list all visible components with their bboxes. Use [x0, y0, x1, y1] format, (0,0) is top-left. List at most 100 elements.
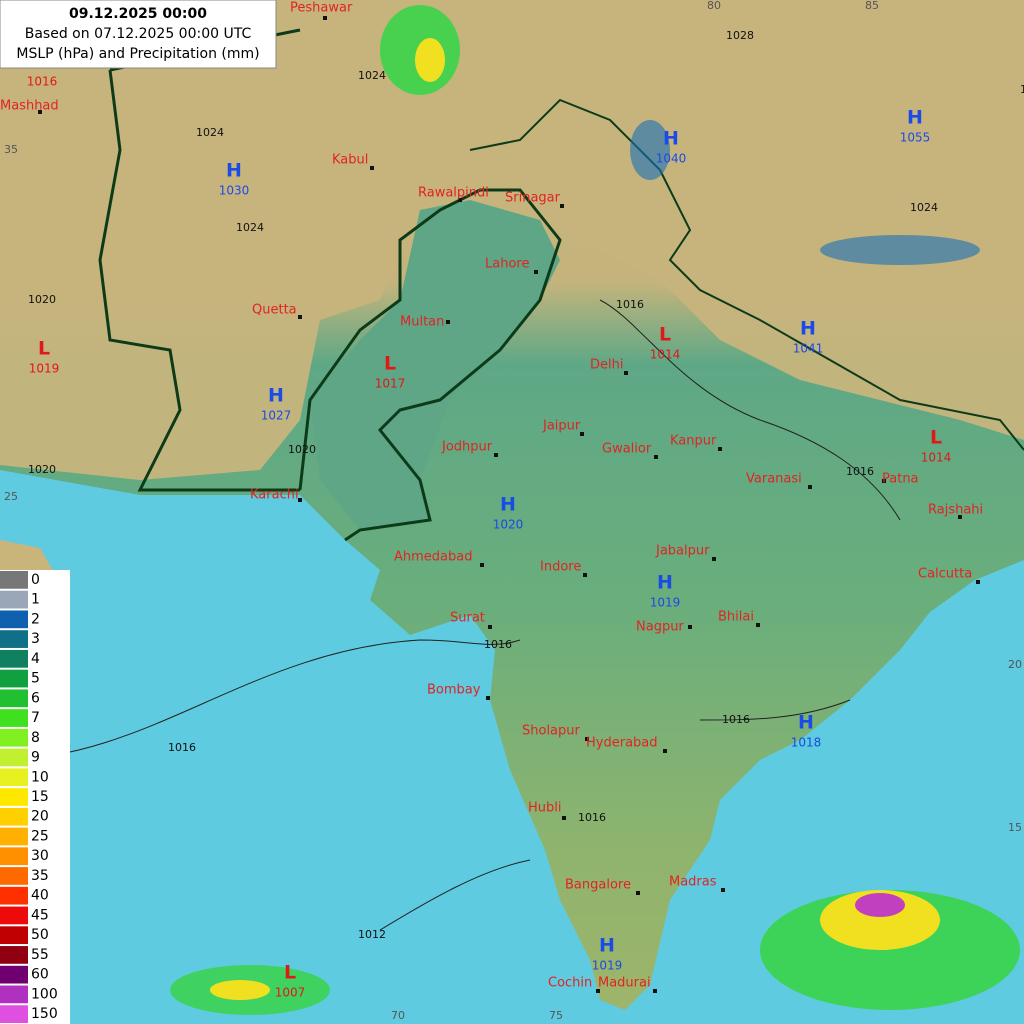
city-label: Sholapur: [522, 724, 581, 739]
city-dot: [560, 204, 564, 208]
isobar-label: 1024: [196, 126, 224, 139]
isobar-label: 1016: [722, 713, 750, 726]
legend-label: 30: [31, 848, 49, 864]
legend-label: 10: [31, 769, 49, 785]
pressure-symbol: L: [384, 353, 396, 375]
city-dot: [494, 453, 498, 457]
city-dot: [653, 989, 657, 993]
pressure-value: 1041: [793, 342, 824, 356]
city-label: Nagpur: [636, 620, 684, 635]
valid-time: 09.12.2025 00:00: [69, 6, 207, 22]
city-dot: [882, 479, 886, 483]
legend-swatch: [0, 709, 28, 727]
pressure-symbol: L: [659, 324, 671, 346]
legend-swatch: [0, 847, 28, 866]
city-dot: [636, 891, 640, 895]
pressure-symbol: H: [599, 935, 615, 957]
isobar-label: 1012: [358, 928, 386, 941]
pressure-value: 1017: [375, 377, 406, 391]
legend-swatch: [0, 571, 28, 589]
legend-label: 9: [31, 750, 40, 766]
pressure-value: 1014: [921, 451, 952, 465]
legend-swatch: [0, 728, 28, 747]
city-label: Bombay: [427, 683, 481, 698]
city-label: Delhi: [590, 358, 623, 373]
legend-swatch: [0, 867, 28, 885]
pressure-value: 1019: [650, 596, 681, 610]
isobar-label: 1020: [288, 443, 316, 456]
city-label: Karachi: [250, 488, 299, 503]
pressure-value: 1027: [261, 409, 292, 423]
isobar-label: 1028: [1020, 83, 1024, 96]
pressure-value: 1055: [900, 131, 931, 145]
legend-label: 15: [31, 789, 49, 805]
city-label: Srinagar: [505, 191, 561, 206]
header-box: [0, 0, 277, 69]
legend-label: 0: [31, 572, 40, 588]
city-label: Gwalior: [602, 442, 652, 457]
isobar-label: 1024: [910, 201, 938, 214]
city-dot: [712, 557, 716, 561]
border: [469, 98, 1024, 451]
pressure-value: 1007: [275, 986, 306, 1000]
legend-label: 150: [31, 1006, 58, 1022]
latitude-label: 20: [1008, 658, 1022, 671]
city-label: Jodhpur: [441, 440, 493, 455]
city-dot: [596, 989, 600, 993]
city-dot: [958, 515, 962, 519]
legend-swatch: [0, 926, 28, 945]
latitude-label: 15: [1008, 821, 1022, 834]
city-label: Jabalpur: [655, 544, 710, 559]
isobar-label: 1016: [578, 811, 606, 824]
isobar-label: 1020: [28, 463, 56, 476]
legend-label: 3: [31, 631, 40, 647]
legend-swatch: [0, 669, 28, 688]
legend-swatch: [0, 906, 28, 925]
legend-swatch: [0, 807, 28, 826]
legend-swatch: [0, 1005, 28, 1023]
isobar-label: 1016: [484, 638, 512, 651]
city-label: Cochin: [548, 976, 592, 991]
longitude-label: 75: [549, 1009, 563, 1022]
city-dot: [488, 625, 492, 629]
city-dot: [486, 696, 490, 700]
legend-swatch: [0, 946, 28, 964]
city-dot: [580, 432, 584, 436]
legend-swatch: [0, 788, 28, 806]
city-dot: [458, 198, 462, 202]
city-dot: [562, 816, 566, 820]
isobar-label: 1024: [358, 69, 386, 82]
legend-label: 8: [31, 730, 40, 746]
legend-label: 6: [31, 690, 40, 706]
pressure-symbol: H: [226, 160, 242, 182]
legend-label: 7: [31, 710, 40, 726]
city-dot: [583, 573, 587, 577]
legend-label: 1: [31, 592, 40, 608]
city-label: Calcutta: [918, 567, 972, 582]
city-label: Bangalore: [565, 878, 631, 893]
city-dot: [323, 16, 327, 20]
indus-plain: [310, 200, 560, 530]
city-label: Indore: [540, 560, 581, 575]
city-label: Rawalpindi: [418, 186, 489, 201]
legend-label: 35: [31, 868, 49, 884]
legend-swatch: [0, 768, 28, 787]
pressure-symbol: H: [800, 318, 816, 340]
city-label: Hyderabad: [586, 736, 658, 751]
city-dot: [298, 498, 302, 502]
legend-swatch: [0, 630, 28, 648]
legend-swatch: [0, 748, 28, 767]
city-dot: [38, 110, 42, 114]
pressure-value: 1014: [650, 348, 681, 362]
longitude-label: 80: [707, 0, 721, 12]
city-label: Rajshahi: [928, 503, 983, 518]
highland: [0, 0, 1024, 480]
city-dot: [976, 580, 980, 584]
isobar: [0, 299, 901, 931]
pressure-symbol: H: [268, 385, 284, 407]
legend-swatch: [0, 590, 28, 609]
legend-label: 5: [31, 671, 40, 687]
city-dot: [663, 749, 667, 753]
latitude-label: 25: [4, 490, 18, 503]
